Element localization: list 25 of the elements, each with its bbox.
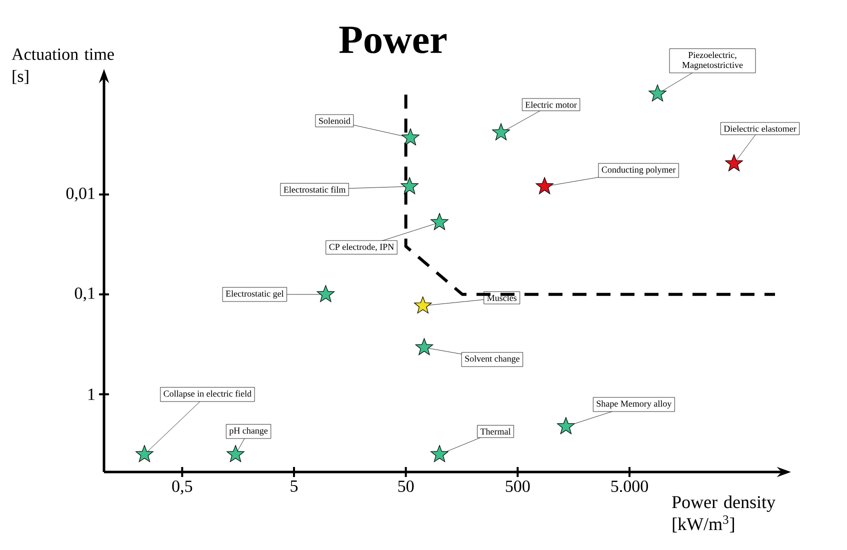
annotation: Solenoid — [319, 118, 350, 124]
y-tick-label: 1 — [88, 388, 94, 400]
annotation: CP electrode, IPN — [329, 244, 394, 252]
annotation: pH change — [229, 427, 268, 436]
x-axis-title: Power density [kW/m$^{3}$] — [672, 496, 776, 532]
y-axis-title: Actuation time [s] — [12, 48, 114, 84]
y-tick-label: 0,01 — [66, 188, 94, 202]
annotation: Dielectric elastomer — [724, 125, 796, 132]
annotation: Solvent change — [465, 355, 520, 364]
y-tick-label: 0,1 — [74, 287, 94, 302]
annotation: Electrostatic film — [284, 186, 346, 193]
annotation: Collapse in electric field — [164, 390, 252, 399]
chart-title: Power — [339, 26, 447, 54]
annotation: Conducting polymer — [602, 166, 676, 175]
x-tick-label: 50 — [398, 480, 414, 492]
annotation: Electric motor — [525, 101, 577, 108]
annotation: Piezoelectric, Magnetostrictive — [682, 52, 743, 70]
annotation: Shape Memory alloy — [596, 400, 672, 409]
x-tick-label: 5 — [290, 480, 298, 492]
x-tick-label: 5.000 — [611, 480, 648, 492]
annotation: Thermal — [480, 428, 511, 435]
annotation: Muscles — [487, 294, 517, 301]
x-tick-label: 0,5 — [172, 480, 192, 494]
x-tick-label: 500 — [506, 480, 530, 492]
annotation: Electrostatic gel — [226, 290, 284, 299]
